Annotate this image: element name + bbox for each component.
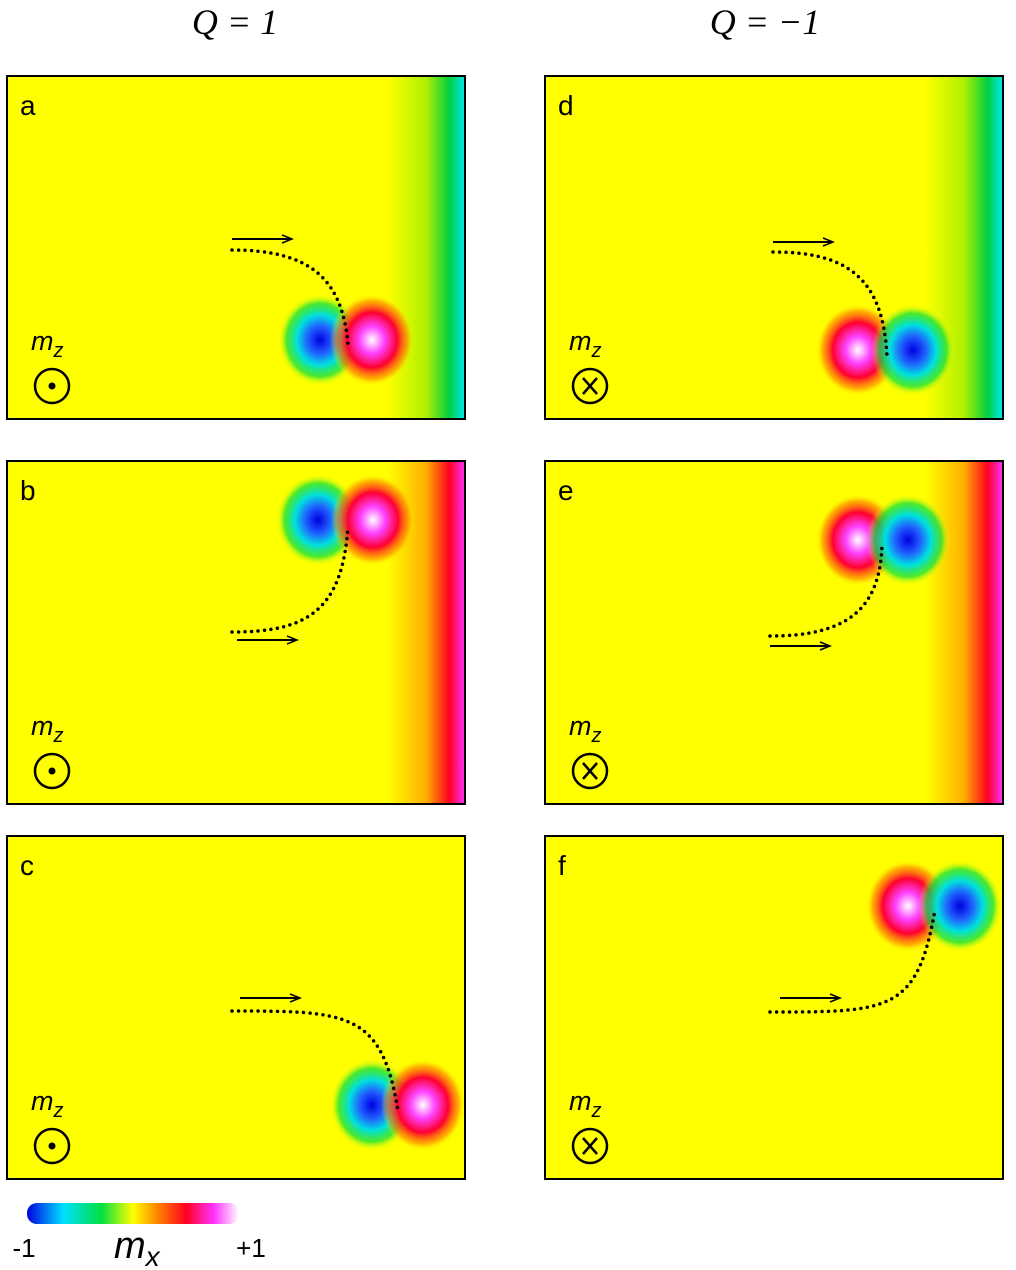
panel-label: f [558, 850, 566, 881]
field-label: mz [31, 1086, 64, 1122]
colorbar: -1 +1 mx [12, 1203, 266, 1270]
panel-label: d [558, 90, 574, 121]
direction-cross [582, 762, 598, 780]
panel: f mz [544, 835, 1004, 1180]
field-subscript: z [591, 340, 602, 362]
field-symbol: m [569, 1086, 592, 1116]
panel-frame [6, 460, 466, 805]
colorbar-label: mx [114, 1225, 161, 1270]
panel-frame [544, 835, 1004, 1180]
panel-field [545, 461, 1003, 804]
panel: a mz [6, 75, 466, 420]
direction-dot [48, 767, 56, 775]
colorbar-max: +1 [236, 1233, 266, 1263]
panel-label: c [20, 850, 34, 881]
skyrmion-lobe [866, 494, 950, 586]
panel-label: a [20, 90, 36, 121]
panel-frame [544, 75, 1004, 420]
direction-symbol [33, 1127, 71, 1165]
panel-frame [6, 835, 466, 1180]
arrow-head [281, 234, 295, 244]
field-label: mz [569, 711, 602, 747]
skyrmion-lobe [331, 474, 415, 566]
field-subscript: z [591, 1100, 602, 1122]
skyrmion-lobe [918, 860, 1002, 952]
trajectory [230, 525, 350, 634]
trajectory [768, 543, 884, 638]
arrow-head [286, 635, 300, 645]
direction-symbol [33, 752, 71, 790]
field-subscript: z [591, 725, 602, 747]
panel-field [7, 836, 465, 1179]
skyrmion-lobe [381, 1059, 465, 1151]
panel-label: e [558, 475, 574, 506]
trajectory [771, 250, 889, 358]
direction-dot [48, 382, 56, 390]
column-title: Q = 1 [192, 2, 278, 42]
colorbar-min: -1 [12, 1233, 35, 1263]
field-label: mz [31, 711, 64, 747]
direction-symbol [33, 367, 71, 405]
field-symbol: m [569, 326, 592, 356]
trajectory [230, 248, 350, 346]
panel-field [7, 461, 465, 804]
panel-field [545, 76, 1003, 419]
arrow-head [829, 993, 843, 1003]
panel-frame [6, 75, 466, 420]
direction-symbol [571, 752, 609, 790]
field-symbol: m [569, 711, 592, 741]
arrow-head [819, 641, 833, 651]
direction-symbol [571, 367, 609, 405]
direction-dot [48, 1142, 56, 1150]
colorbar-gradient [27, 1203, 239, 1224]
column-title: Q = −1 [710, 2, 821, 42]
panel-field [7, 76, 465, 419]
colorbar-subscript: x [144, 1241, 161, 1270]
panel: c mz [6, 835, 466, 1180]
field-label: mz [569, 326, 602, 362]
field-label: mz [569, 1086, 602, 1122]
arrow-head [822, 237, 836, 247]
panel-field [545, 836, 1003, 1179]
field-symbol: m [31, 326, 54, 356]
panel-label: b [20, 475, 36, 506]
panel: e mz [544, 460, 1004, 805]
arrow-head [289, 993, 303, 1003]
direction-cross [582, 1137, 598, 1155]
field-subscript: z [53, 1100, 64, 1122]
trajectory [768, 908, 937, 1014]
trajectory [230, 1009, 400, 1113]
colorbar-symbol: m [114, 1225, 146, 1267]
skyrmion-lobe [330, 294, 414, 386]
skyrmion-lobe [871, 304, 955, 396]
panel-frame [544, 460, 1004, 805]
direction-cross [582, 377, 598, 395]
field-subscript: z [53, 725, 64, 747]
direction-symbol [571, 1127, 609, 1165]
field-subscript: z [53, 340, 64, 362]
field-symbol: m [31, 1086, 54, 1116]
panel: d mz [544, 75, 1004, 420]
field-label: mz [31, 326, 64, 362]
field-symbol: m [31, 711, 54, 741]
panel: b mz [6, 460, 466, 805]
